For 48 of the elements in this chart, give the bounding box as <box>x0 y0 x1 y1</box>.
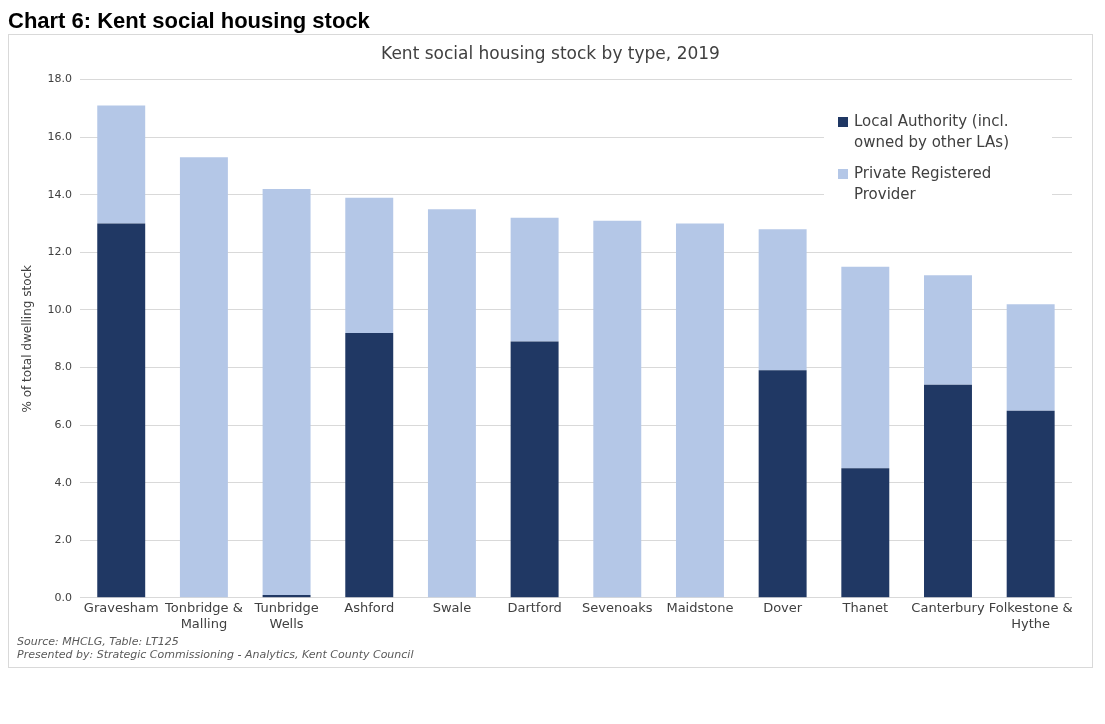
bar <box>1006 410 1055 598</box>
bar <box>97 223 146 598</box>
x-tick-label: Folkestone & Hythe <box>988 599 1073 631</box>
bar <box>510 341 559 598</box>
x-tick-label: Ashford <box>344 599 395 615</box>
x-tick-label: Tunbridge Wells <box>253 599 319 631</box>
legend-label: Local Authority (incl. owned by other LAs) <box>854 111 1010 153</box>
bar <box>97 105 146 224</box>
x-tick-label: Sevenoaks <box>582 599 653 615</box>
bar <box>179 157 228 598</box>
y-tick-label: 8.0 <box>54 360 72 374</box>
legend-label: Private Registered Provider <box>854 163 993 205</box>
y-axis-title: % of total dwelling stock <box>20 264 35 413</box>
x-tick-label: Swale <box>432 599 472 615</box>
bar <box>924 275 972 385</box>
y-tick-label: 10.0 <box>47 302 72 316</box>
x-tick-label: Maidstone <box>666 599 734 615</box>
bar <box>758 370 807 598</box>
y-tick-label: 18.0 <box>47 72 72 86</box>
y-tick-label: 14.0 <box>47 187 72 201</box>
x-tick-label: Thanet <box>841 599 889 615</box>
bar <box>345 332 394 598</box>
bar <box>675 223 724 598</box>
y-tick-label: 16.0 <box>47 130 72 144</box>
bar <box>593 220 642 598</box>
bar <box>345 197 394 333</box>
y-tick-label: 12.0 <box>47 245 72 259</box>
y-tick-label: 4.0 <box>54 475 72 489</box>
x-tick-label: Dartford <box>507 599 562 615</box>
y-tick-label: 6.0 <box>54 417 72 431</box>
bar <box>427 209 476 598</box>
x-tick-label: Dover <box>763 599 803 615</box>
text: Presented by: Strategic Commissioning - Analytics, Kent County Council <box>17 648 415 661</box>
chart-subtitle: Kent social housing stock by type, 2019 <box>380 43 721 63</box>
source-note: Source: MHCLG, Table: LT125 <box>17 635 180 648</box>
bar <box>1006 304 1055 411</box>
bar <box>924 384 972 598</box>
bar <box>262 189 311 595</box>
chart-title: Chart 6: Kent social housing stock <box>8 8 371 34</box>
bar <box>510 217 559 342</box>
y-tick-label: 0.0 <box>54 590 72 604</box>
y-tick-label: 2.0 <box>54 533 72 547</box>
bar <box>841 468 890 598</box>
x-tick-label: Tonbridge & Malling <box>163 599 243 631</box>
x-tick-label: Canterbury <box>911 599 985 615</box>
bar <box>758 229 807 371</box>
bar <box>841 266 890 469</box>
x-tick-label: Gravesham <box>83 599 159 615</box>
